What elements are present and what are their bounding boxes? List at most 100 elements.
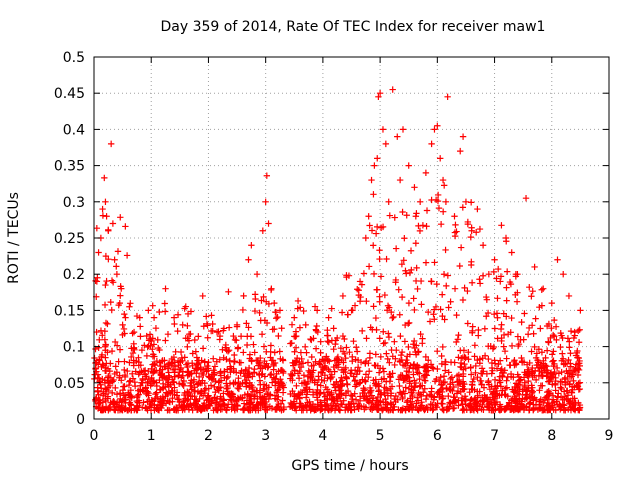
data-point (568, 389, 575, 396)
data-point (439, 291, 446, 298)
data-point (96, 357, 103, 364)
data-point (447, 375, 454, 383)
data-point (153, 382, 161, 390)
data-point (102, 198, 109, 205)
data-point (408, 386, 415, 393)
data-point (372, 382, 379, 389)
data-point (344, 405, 352, 412)
data-point (344, 311, 351, 318)
data-point (154, 336, 161, 344)
data-point (391, 395, 398, 403)
data-point (380, 368, 388, 375)
data-point (422, 353, 430, 361)
data-point (149, 353, 157, 360)
data-point (359, 376, 366, 383)
data-point (374, 406, 381, 413)
data-point (384, 355, 391, 363)
data-point (438, 352, 445, 360)
data-point (154, 393, 161, 401)
data-point (448, 374, 456, 381)
data-point (246, 351, 254, 358)
data-point (356, 380, 363, 387)
data-point (464, 218, 472, 226)
data-point (279, 389, 287, 396)
data-point (425, 357, 432, 364)
data-point (303, 403, 311, 411)
data-point (343, 375, 350, 382)
data-point (150, 341, 158, 348)
data-point (483, 293, 490, 301)
data-point (501, 405, 508, 413)
data-point (117, 214, 124, 221)
data-point (209, 320, 216, 328)
data-point (571, 366, 578, 374)
data-point (461, 353, 468, 361)
data-point (204, 393, 211, 401)
data-point (503, 377, 510, 384)
data-point (239, 406, 247, 414)
data-point (553, 398, 560, 405)
data-point (569, 403, 576, 410)
data-point (268, 405, 276, 412)
data-point (449, 405, 457, 412)
data-point (566, 344, 573, 351)
data-point (554, 256, 561, 263)
data-point (372, 230, 380, 237)
data-point (318, 376, 325, 384)
data-point (280, 403, 288, 411)
data-point (316, 390, 323, 398)
data-point (521, 310, 528, 317)
data-point (127, 300, 134, 307)
data-point (190, 387, 198, 395)
data-point (314, 381, 321, 388)
data-point (411, 377, 418, 384)
data-point (383, 350, 390, 357)
x-tick-label: 6 (433, 428, 442, 444)
data-point (549, 358, 556, 365)
data-point (224, 366, 231, 373)
data-point (413, 210, 420, 217)
data-point (349, 357, 356, 365)
data-point (365, 399, 373, 406)
data-point (108, 389, 116, 397)
data-point (528, 368, 536, 375)
data-point (503, 238, 510, 245)
data-point (472, 362, 479, 370)
data-point (544, 372, 551, 380)
data-point (465, 349, 472, 356)
data-point (294, 297, 302, 305)
data-point (473, 400, 480, 407)
data-point (105, 226, 112, 234)
data-point (383, 255, 390, 263)
data-point (310, 335, 317, 342)
y-tick-label: 0.25 (54, 231, 85, 247)
data-point (357, 293, 364, 301)
data-point (531, 372, 538, 379)
data-point (101, 336, 109, 343)
data-point (514, 342, 522, 350)
data-point (557, 343, 564, 351)
data-point (360, 385, 367, 392)
data-point (200, 405, 208, 412)
data-point (384, 302, 392, 309)
data-point (299, 360, 307, 367)
data-point (415, 348, 422, 355)
data-point (303, 380, 311, 388)
data-point (390, 313, 397, 321)
data-point (434, 122, 441, 129)
data-point (263, 172, 271, 179)
data-point (271, 382, 279, 389)
data-point (208, 375, 215, 382)
data-point (532, 376, 540, 384)
data-point (299, 406, 307, 414)
data-point (459, 133, 467, 140)
data-point (166, 374, 173, 381)
data-point (260, 362, 268, 370)
data-point (335, 357, 342, 364)
data-point (467, 371, 475, 378)
data-point (497, 383, 505, 390)
data-point (541, 396, 549, 404)
data-point (212, 378, 219, 385)
data-point (243, 341, 251, 349)
data-point (224, 373, 232, 381)
